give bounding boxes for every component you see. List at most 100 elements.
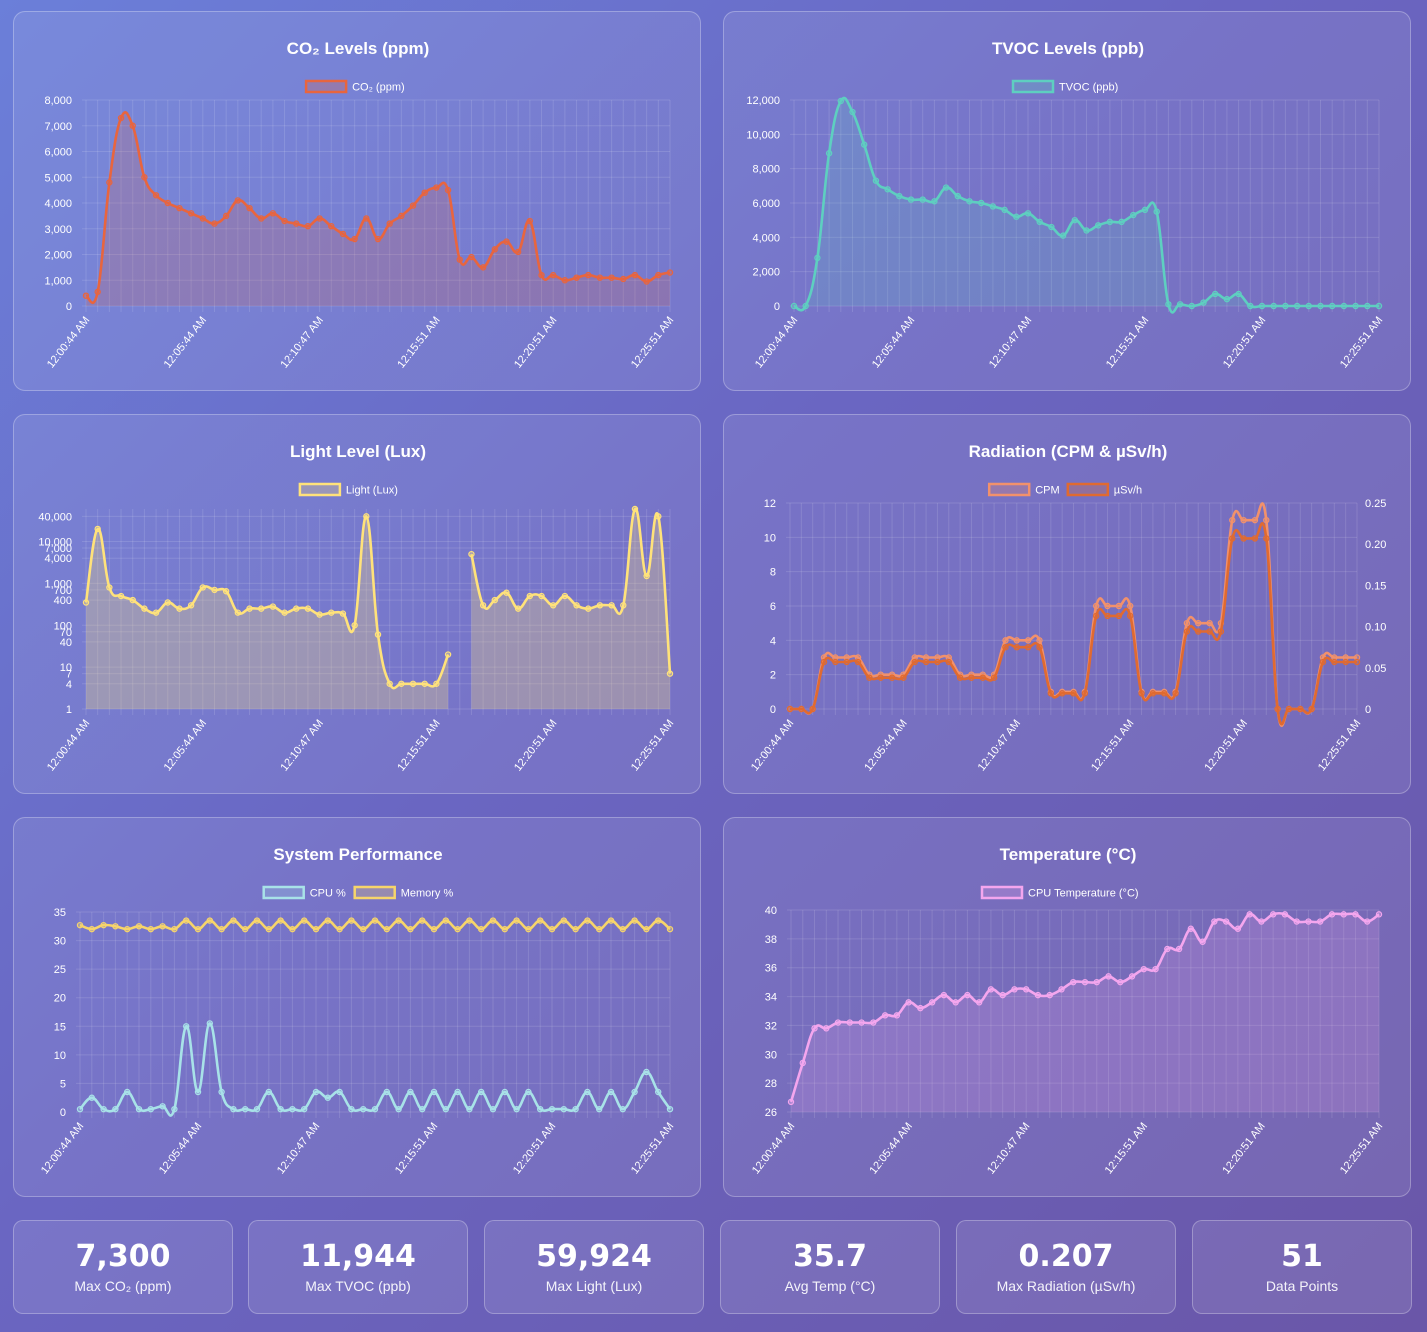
data-point[interactable]: [514, 605, 522, 612]
data-point[interactable]: [289, 925, 296, 933]
data-point[interactable]: [1222, 918, 1230, 925]
data-point[interactable]: [1211, 918, 1218, 925]
data-point[interactable]: [1046, 991, 1053, 999]
data-point[interactable]: [336, 1088, 343, 1096]
data-point[interactable]: [442, 1105, 449, 1113]
data-point[interactable]: [537, 917, 544, 924]
data-point[interactable]: [1206, 628, 1213, 635]
data-point[interactable]: [1081, 978, 1089, 986]
data-point[interactable]: [514, 248, 522, 256]
data-point[interactable]: [1127, 612, 1134, 620]
data-point[interactable]: [643, 925, 650, 933]
data-point[interactable]: [572, 925, 579, 933]
data-point[interactable]: [1234, 925, 1242, 932]
data-point[interactable]: [147, 1105, 154, 1113]
data-point[interactable]: [1195, 619, 1202, 627]
data-point[interactable]: [999, 991, 1006, 999]
data-point[interactable]: [811, 1025, 818, 1032]
data-point[interactable]: [608, 274, 615, 281]
legend-swatch[interactable]: [1011, 79, 1055, 94]
data-point[interactable]: [1083, 227, 1090, 234]
data-point[interactable]: [301, 917, 308, 924]
data-point[interactable]: [584, 917, 591, 924]
data-point[interactable]: [176, 605, 183, 612]
data-point[interactable]: [1263, 516, 1270, 524]
data-point[interactable]: [940, 991, 948, 999]
data-point[interactable]: [1002, 637, 1009, 644]
data-point[interactable]: [560, 1105, 568, 1113]
data-point[interactable]: [573, 602, 580, 609]
data-point[interactable]: [956, 674, 964, 681]
data-point[interactable]: [234, 609, 242, 616]
data-point[interactable]: [421, 189, 428, 196]
data-point[interactable]: [316, 611, 323, 618]
data-point[interactable]: [363, 215, 370, 222]
data-point[interactable]: [790, 302, 798, 310]
data-point[interactable]: [802, 302, 809, 310]
data-point[interactable]: [896, 192, 903, 200]
data-point[interactable]: [360, 925, 367, 933]
data-point[interactable]: [94, 525, 101, 533]
data-point[interactable]: [152, 192, 160, 199]
data-point[interactable]: [454, 925, 461, 933]
data-point[interactable]: [922, 654, 930, 661]
data-point[interactable]: [164, 599, 171, 606]
legend-swatch[interactable]: [298, 482, 342, 497]
legend-swatch[interactable]: [262, 885, 305, 900]
data-point[interactable]: [1240, 535, 1247, 542]
data-point[interactable]: [501, 925, 508, 933]
data-point[interactable]: [88, 925, 96, 933]
data-point[interactable]: [218, 925, 225, 933]
data-point[interactable]: [968, 674, 975, 681]
data-point[interactable]: [82, 292, 90, 299]
data-point[interactable]: [265, 925, 272, 933]
data-point[interactable]: [1270, 302, 1277, 310]
data-point[interactable]: [328, 222, 335, 230]
data-point[interactable]: [257, 215, 265, 222]
data-point[interactable]: [964, 991, 971, 999]
data-point[interactable]: [1352, 911, 1359, 918]
data-point[interactable]: [666, 269, 674, 276]
data-point[interactable]: [1282, 302, 1289, 310]
data-point[interactable]: [643, 278, 650, 285]
data-point[interactable]: [442, 917, 449, 924]
data-point[interactable]: [478, 925, 485, 933]
data-point[interactable]: [979, 674, 986, 681]
data-point[interactable]: [316, 215, 323, 222]
data-point[interactable]: [809, 705, 816, 713]
data-point[interactable]: [798, 705, 805, 713]
data-point[interactable]: [548, 1105, 556, 1113]
data-point[interactable]: [631, 1088, 638, 1096]
data-point[interactable]: [1331, 654, 1338, 661]
data-point[interactable]: [339, 610, 347, 617]
data-point[interactable]: [1115, 602, 1123, 610]
data-point[interactable]: [395, 917, 402, 924]
data-point[interactable]: [230, 1105, 237, 1113]
data-point[interactable]: [76, 921, 84, 929]
data-point[interactable]: [814, 254, 821, 262]
data-point[interactable]: [608, 602, 615, 609]
data-point[interactable]: [1034, 991, 1042, 999]
data-point[interactable]: [386, 680, 393, 687]
data-point[interactable]: [194, 925, 202, 933]
data-point[interactable]: [88, 1094, 96, 1101]
data-point[interactable]: [538, 271, 545, 279]
data-point[interactable]: [112, 1105, 119, 1113]
data-point[interactable]: [666, 1105, 674, 1113]
data-point[interactable]: [888, 674, 896, 681]
data-point[interactable]: [643, 572, 650, 580]
data-point[interactable]: [872, 177, 880, 184]
data-point[interactable]: [619, 925, 627, 933]
data-point[interactable]: [854, 654, 862, 661]
data-point[interactable]: [277, 1105, 284, 1113]
data-point[interactable]: [1251, 516, 1259, 524]
data-point[interactable]: [631, 917, 638, 924]
data-point[interactable]: [419, 1105, 426, 1113]
data-point[interactable]: [922, 658, 930, 666]
data-point[interactable]: [1251, 535, 1259, 542]
data-point[interactable]: [550, 602, 557, 609]
data-point[interactable]: [218, 1088, 225, 1096]
legend-swatch[interactable]: [987, 482, 1031, 497]
data-point[interactable]: [584, 1088, 591, 1096]
data-point[interactable]: [1212, 290, 1219, 298]
